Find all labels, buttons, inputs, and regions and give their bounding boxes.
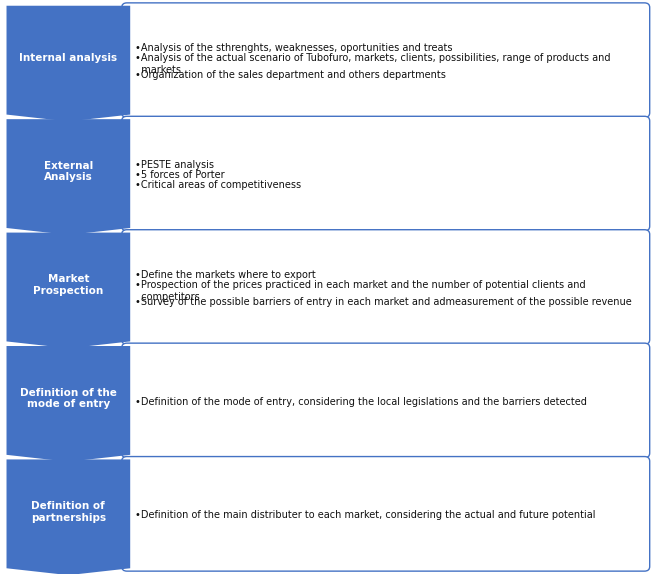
Polygon shape bbox=[7, 459, 130, 574]
FancyBboxPatch shape bbox=[122, 3, 650, 118]
Text: Definition of the
mode of entry: Definition of the mode of entry bbox=[20, 387, 117, 409]
Text: Market
Prospection: Market Prospection bbox=[33, 274, 104, 296]
Text: •Survey of the possible barriers of entry in each market and admeasurement of th: •Survey of the possible barriers of entr… bbox=[135, 297, 631, 307]
Polygon shape bbox=[7, 6, 130, 122]
Text: •PESTE analysis: •PESTE analysis bbox=[135, 160, 214, 170]
FancyBboxPatch shape bbox=[122, 456, 650, 571]
Text: Internal analysis: Internal analysis bbox=[20, 53, 117, 63]
Text: •Analysis of the actual scenario of Tubofuro, markets, clients, possibilities, r: •Analysis of the actual scenario of Tubo… bbox=[135, 53, 610, 75]
Polygon shape bbox=[7, 232, 130, 348]
Text: •Prospection of the prices practiced in each market and the number of potential : •Prospection of the prices practiced in … bbox=[135, 280, 585, 302]
FancyBboxPatch shape bbox=[122, 230, 650, 344]
Text: •5 forces of Porter: •5 forces of Porter bbox=[135, 170, 225, 180]
FancyBboxPatch shape bbox=[122, 117, 650, 231]
FancyBboxPatch shape bbox=[122, 343, 650, 457]
Text: Definition of
partnerships: Definition of partnerships bbox=[31, 501, 106, 522]
Text: •Definition of the main distributer to each market, considering the actual and f: •Definition of the main distributer to e… bbox=[135, 510, 595, 520]
Text: External
Analysis: External Analysis bbox=[44, 161, 93, 183]
Polygon shape bbox=[7, 346, 130, 461]
Text: •Definition of the mode of entry, considering the local legislations and the bar: •Definition of the mode of entry, consid… bbox=[135, 397, 587, 407]
Text: •Critical areas of competitiveness: •Critical areas of competitiveness bbox=[135, 180, 301, 189]
Text: •Define the markets where to export: •Define the markets where to export bbox=[135, 270, 316, 280]
Polygon shape bbox=[7, 119, 130, 235]
Text: •Organization of the sales department and others departments: •Organization of the sales department an… bbox=[135, 70, 446, 80]
Text: •Analysis of the sthrenghts, weaknesses, oportunities and treats: •Analysis of the sthrenghts, weaknesses,… bbox=[135, 43, 452, 53]
